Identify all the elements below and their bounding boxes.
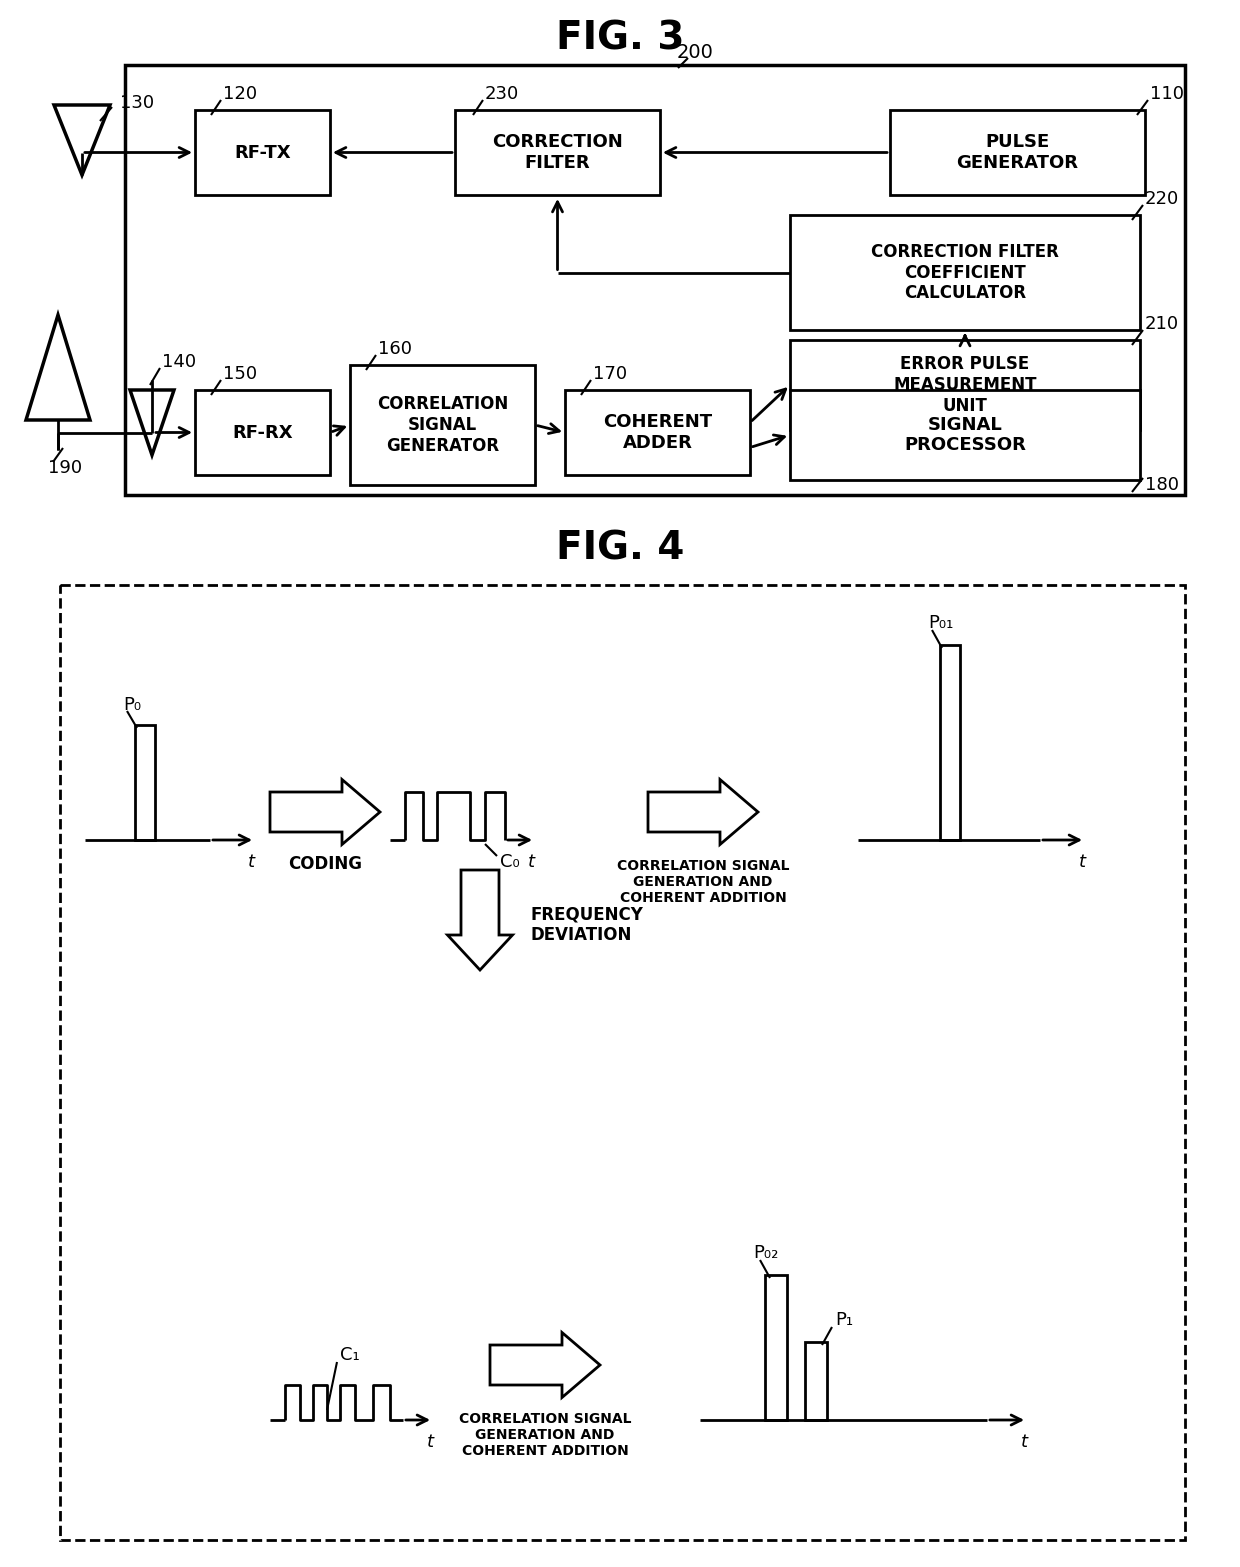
- Text: t: t: [1079, 852, 1085, 871]
- Text: t: t: [427, 1432, 434, 1451]
- Text: FIG. 3: FIG. 3: [556, 19, 684, 56]
- FancyArrow shape: [490, 1332, 600, 1398]
- Text: 150: 150: [223, 365, 257, 382]
- Text: PULSE
GENERATOR: PULSE GENERATOR: [956, 133, 1079, 172]
- Text: SIGNAL
PROCESSOR: SIGNAL PROCESSOR: [904, 415, 1025, 454]
- Bar: [890, 110, 1145, 194]
- Text: P₀₁: P₀₁: [928, 614, 954, 632]
- Text: CODING: CODING: [288, 856, 362, 873]
- Text: 210: 210: [1145, 315, 1179, 334]
- Bar: [125, 64, 1185, 495]
- Text: COHERENT
ADDER: COHERENT ADDER: [603, 414, 712, 451]
- Text: C₁: C₁: [340, 1346, 360, 1363]
- FancyArrow shape: [448, 870, 512, 970]
- Text: RF-RX: RF-RX: [232, 423, 293, 442]
- Text: CORRELATION SIGNAL
GENERATION AND
COHERENT ADDITION: CORRELATION SIGNAL GENERATION AND COHERE…: [616, 859, 789, 906]
- Text: ERROR PULSE
MEASUREMENT
UNIT: ERROR PULSE MEASUREMENT UNIT: [893, 356, 1037, 415]
- Text: P₀: P₀: [123, 696, 141, 715]
- Text: 140: 140: [162, 353, 196, 371]
- Text: 230: 230: [485, 85, 520, 103]
- Text: RF-TX: RF-TX: [234, 144, 291, 161]
- Text: t: t: [248, 852, 254, 871]
- Text: CORRELATION
SIGNAL
GENERATOR: CORRELATION SIGNAL GENERATOR: [377, 395, 508, 454]
- Bar: [455, 110, 660, 194]
- FancyArrow shape: [649, 779, 758, 845]
- Text: t: t: [1021, 1432, 1028, 1451]
- Text: 130: 130: [120, 94, 154, 111]
- Bar: [790, 390, 1140, 480]
- Bar: [565, 390, 750, 475]
- Bar: [805, 1341, 827, 1420]
- Text: C₀: C₀: [500, 852, 520, 871]
- Text: 180: 180: [1145, 476, 1179, 494]
- Text: 190: 190: [48, 459, 82, 476]
- Text: 220: 220: [1145, 190, 1179, 208]
- Text: CORRECTION FILTER
COEFFICIENT
CALCULATOR: CORRECTION FILTER COEFFICIENT CALCULATOR: [870, 243, 1059, 302]
- Bar: [350, 365, 534, 486]
- Text: t: t: [527, 852, 534, 871]
- Text: 160: 160: [378, 340, 412, 357]
- Text: 200: 200: [677, 44, 713, 63]
- Text: FREQUENCY
DEVIATION: FREQUENCY DEVIATION: [529, 906, 642, 945]
- Text: CORRECTION
FILTER: CORRECTION FILTER: [492, 133, 622, 172]
- Text: CORRELATION SIGNAL
GENERATION AND
COHERENT ADDITION: CORRELATION SIGNAL GENERATION AND COHERE…: [459, 1412, 631, 1459]
- Bar: [195, 390, 330, 475]
- Bar: [940, 646, 960, 840]
- Bar: [135, 726, 155, 840]
- Text: 170: 170: [593, 365, 627, 382]
- Text: P₁: P₁: [835, 1312, 853, 1329]
- Bar: [60, 584, 1185, 1540]
- Text: 120: 120: [223, 85, 257, 103]
- Text: FIG. 4: FIG. 4: [556, 530, 684, 567]
- Bar: [790, 215, 1140, 331]
- Bar: [765, 1276, 787, 1420]
- Bar: [195, 110, 330, 194]
- Text: 110: 110: [1149, 85, 1184, 103]
- FancyArrow shape: [270, 779, 379, 845]
- Text: P₀₂: P₀₂: [753, 1244, 779, 1261]
- Bar: [790, 340, 1140, 429]
